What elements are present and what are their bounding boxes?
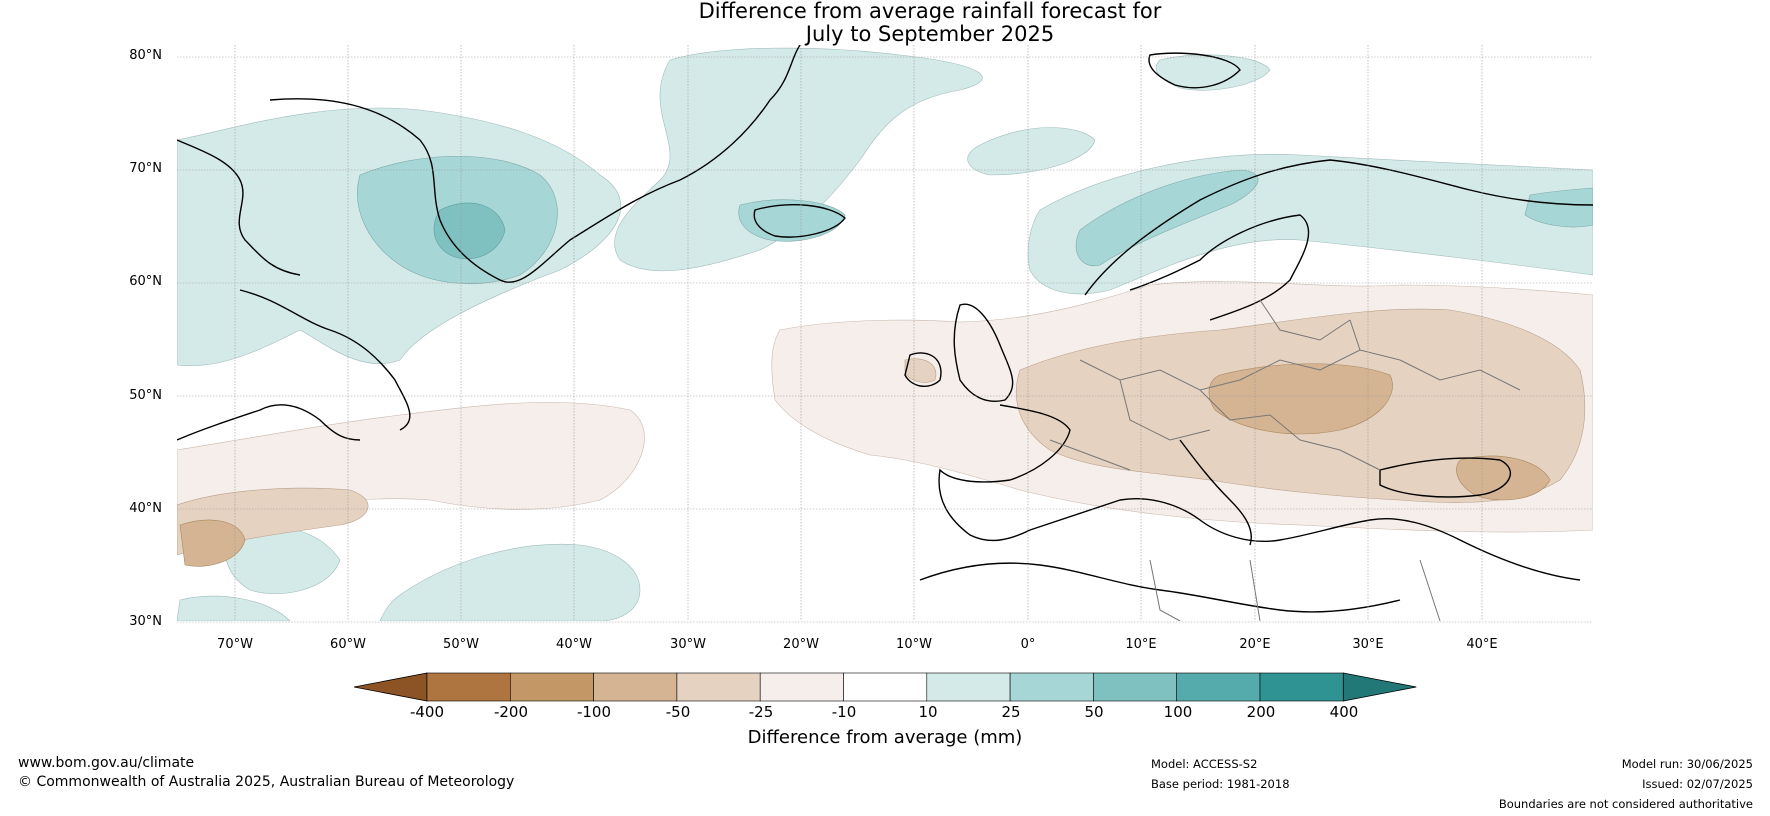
copyright-text: © Commonwealth of Australia 2025, Austra… [18,774,515,790]
website-link[interactable]: www.bom.gov.au/climate [18,755,195,771]
coast-north-america [177,404,361,441]
coast-labrador [239,289,411,431]
colorbar-segment [1259,672,1344,702]
lon-label-70w: 70°W [217,637,253,652]
coast-greenland [269,45,801,283]
wet-anomaly-regions [177,47,1593,621]
lon-label-50w: 50°W [443,637,479,652]
lon-label-40w: 40°W [556,637,592,652]
coast-baffin [177,139,301,276]
colorbar-segment [926,672,1011,702]
coast-western-europe [938,404,1071,542]
colorbar-title: Difference from average (mm) [747,727,1023,748]
colorbar-segment [843,672,928,702]
lat-label-30n: 30°N [129,614,162,629]
coast-italy [1179,439,1252,546]
colorbar-tick-label: 25 [1001,703,1021,721]
colorbar-tick-label: 10 [918,703,938,721]
colorbar-segment [676,672,761,702]
lon-label-30e: 30°E [1352,637,1384,652]
title-line-2: July to September 2025 [805,22,1055,46]
colorbar [353,672,1417,702]
dry-region-ireland [904,358,937,383]
colorbar-tick-label: -200 [493,703,529,721]
coastlines [177,45,1593,613]
gridlines [177,45,1593,623]
wet-region-azores [177,595,291,621]
colorbar-extend-high [1342,672,1417,702]
colorbar-tick-label: 200 [1246,703,1276,721]
lat-label-80n: 80°N [129,48,162,63]
colorbar-tick-label: 100 [1163,703,1193,721]
model-run-text: Model run: 30/06/2025 [1621,757,1753,771]
coast-norway [1084,159,1593,296]
colorbar-tick-label: -50 [665,703,691,721]
wet-region-east-russia [1524,187,1593,228]
coast-mediterranean [1029,498,1581,581]
coast-great-britain [953,303,1014,402]
colorbar-segment [426,672,511,702]
issued-text: Issued: 02/07/2025 [1642,777,1753,791]
country-borders [1049,299,1521,621]
wet-region-greenland-sea [614,47,983,272]
model-text: Model: ACCESS-S2 [1151,757,1258,771]
colorbar-extend-low [353,672,428,702]
colorbar-tick-label: -25 [748,703,774,721]
coast-svalbard [1148,52,1241,89]
colorbar-segment [759,672,844,702]
lon-label-40e: 40°E [1466,637,1498,652]
chart-title: Difference from average rainfall forecas… [0,0,1770,46]
colorbar-segment [1176,672,1261,702]
lat-label-40n: 40°N [129,501,162,516]
lat-label-50n: 50°N [129,388,162,403]
lon-label-30w: 30°W [670,637,706,652]
wet-region-greenland-strong [433,202,506,260]
coast-north-africa [919,562,1401,613]
wet-region-atlantic-central [379,544,641,621]
coast-black-sea [1379,457,1512,498]
disclaimer-text: Boundaries are not considered authoritat… [1498,797,1753,811]
coast-ireland [904,352,942,387]
colorbar-tick-label: -10 [831,703,857,721]
lon-label-20w: 20°W [783,637,819,652]
colorbar-segment [509,672,594,702]
lon-label-10w: 10°W [896,637,932,652]
lat-label-60n: 60°N [129,274,162,289]
colorbar-segment [1009,672,1094,702]
coast-scandinavia-baltic [1129,214,1310,321]
lon-label-10e: 10°E [1125,637,1157,652]
colorbar-tick-label: 50 [1084,703,1104,721]
base-period-text: Base period: 1981-2018 [1151,777,1290,791]
colorbar-segment [593,672,678,702]
colorbar-tick-label: -400 [409,703,445,721]
title-line-1: Difference from average rainfall forecas… [698,0,1162,23]
lon-label-60w: 60°W [330,637,366,652]
dry-anomaly-regions [177,281,1593,567]
lon-label-0: 0° [1020,637,1036,652]
colorbar-segment [1093,672,1178,702]
coast-iceland [753,204,846,238]
lat-label-70n: 70°N [129,161,162,176]
colorbar-tick-label: 400 [1329,703,1359,721]
dry-region-black-sea [1456,455,1551,501]
wet-region-norwegian-sea [967,127,1096,176]
lon-label-20e: 20°E [1239,637,1271,652]
dry-region-atlantic-deep [179,519,246,567]
colorbar-tick-label: -100 [576,703,612,721]
map-area [177,45,1593,621]
